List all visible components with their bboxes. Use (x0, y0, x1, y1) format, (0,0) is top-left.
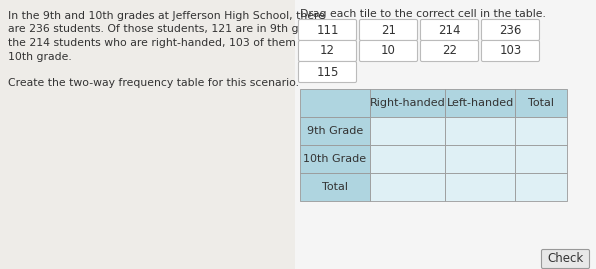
Bar (515, 117, 567, 145)
Text: Create the two-way frequency table for this scenario.: Create the two-way frequency table for t… (8, 79, 299, 89)
Text: the 214 students who are right-handed, 103 of them are in: the 214 students who are right-handed, 1… (8, 38, 330, 48)
FancyBboxPatch shape (421, 41, 479, 62)
Bar (445, 117, 515, 145)
Bar (295, 0, 596, 269)
Bar (445, 145, 515, 173)
FancyBboxPatch shape (359, 41, 418, 62)
Bar (515, 173, 567, 201)
Bar (445, 89, 515, 117)
Text: 111: 111 (316, 23, 339, 37)
Bar (300, 145, 370, 173)
Bar (515, 89, 567, 117)
Bar (445, 173, 515, 201)
Bar (370, 117, 445, 145)
Text: 12: 12 (320, 44, 335, 58)
Text: are 236 students. Of those students, 121 are in 9th grade. Of: are 236 students. Of those students, 121… (8, 24, 343, 34)
FancyBboxPatch shape (359, 19, 418, 41)
Bar (515, 145, 567, 173)
FancyBboxPatch shape (482, 41, 539, 62)
Bar (370, 145, 445, 173)
Text: 10th grade.: 10th grade. (8, 51, 72, 62)
FancyBboxPatch shape (482, 19, 539, 41)
FancyBboxPatch shape (299, 19, 356, 41)
Text: Total: Total (322, 182, 348, 192)
FancyBboxPatch shape (542, 250, 589, 268)
Text: Left-handed: Left-handed (446, 98, 514, 108)
Bar (300, 173, 370, 201)
FancyBboxPatch shape (299, 41, 356, 62)
Text: 10th Grade: 10th Grade (303, 154, 367, 164)
Text: 10: 10 (381, 44, 396, 58)
Text: 21: 21 (381, 23, 396, 37)
Bar (300, 117, 370, 145)
Text: 115: 115 (316, 65, 339, 79)
Text: Right-handed: Right-handed (370, 98, 445, 108)
Text: 214: 214 (438, 23, 461, 37)
Text: Total: Total (528, 98, 554, 108)
Text: Check: Check (547, 253, 583, 266)
FancyBboxPatch shape (299, 62, 356, 83)
Text: 22: 22 (442, 44, 457, 58)
Text: 9th Grade: 9th Grade (307, 126, 363, 136)
Bar (370, 89, 445, 117)
Bar (300, 89, 370, 117)
Bar (370, 173, 445, 201)
Text: 236: 236 (499, 23, 522, 37)
Text: In the 9th and 10th grades at Jefferson High School, there: In the 9th and 10th grades at Jefferson … (8, 11, 325, 21)
Text: 103: 103 (499, 44, 522, 58)
Text: Drag each tile to the correct cell in the table.: Drag each tile to the correct cell in th… (300, 9, 546, 19)
FancyBboxPatch shape (421, 19, 479, 41)
